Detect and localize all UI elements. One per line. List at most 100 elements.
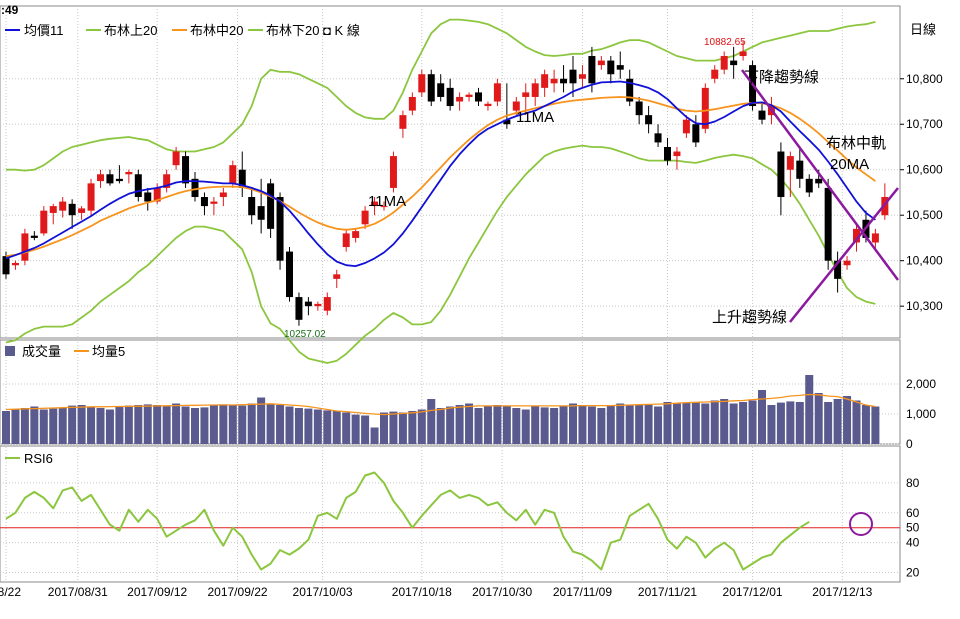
annotation-boll-mid: 布林中軌 — [826, 135, 886, 152]
volume-bar — [587, 406, 596, 444]
timeframe-label: 日線 — [910, 22, 936, 37]
candle-up — [352, 231, 360, 238]
bollinger-mid-line — [5, 96, 876, 257]
bollinger-bands — [5, 18, 876, 364]
volume-bar — [87, 406, 96, 444]
volume-bar — [30, 406, 39, 444]
candle-up — [786, 156, 794, 170]
candle-up — [59, 201, 67, 211]
volume-bar — [625, 405, 634, 444]
candle-up — [578, 74, 586, 79]
candle-up — [408, 96, 416, 111]
annotation-low-price: 10257.02 — [284, 329, 326, 340]
volume-bar — [11, 409, 20, 444]
volume-bar — [635, 404, 644, 444]
candle-up — [49, 206, 57, 213]
volume-bar — [644, 405, 653, 444]
rsi-tick-label: 50 — [906, 521, 920, 535]
volume-bar — [814, 393, 823, 444]
date-tick-label: 2017/10/18 — [392, 585, 452, 599]
volume-bar — [767, 405, 776, 444]
volume-bar — [313, 409, 322, 444]
candle-up — [493, 83, 501, 102]
volume-bar — [833, 399, 842, 444]
candle-up — [97, 174, 104, 182]
candle-up — [11, 262, 19, 266]
candle-up — [219, 192, 227, 198]
candle-down — [730, 60, 738, 66]
candle-down — [815, 178, 823, 184]
rsi6-line — [5, 471, 810, 571]
volume-bar — [247, 403, 256, 444]
candle-up — [739, 51, 747, 57]
candle-up — [87, 183, 95, 211]
candle-up — [682, 119, 690, 134]
rsi-lines — [5, 471, 810, 571]
volume-bar — [351, 414, 360, 444]
candle-up — [512, 101, 520, 111]
candle-up — [389, 156, 397, 188]
candle-up — [541, 74, 549, 88]
volume-bar — [162, 405, 171, 444]
candle-down — [30, 235, 38, 238]
volume-bar — [200, 407, 209, 444]
volume-bar — [748, 400, 757, 444]
candle-down — [692, 124, 700, 143]
candle-down — [286, 251, 293, 298]
bollinger-upper-line — [6, 18, 876, 172]
candle-down — [446, 87, 454, 107]
volume-bar — [758, 390, 766, 444]
volume-bar — [502, 406, 511, 444]
candle-up — [333, 274, 341, 279]
volume-bar — [257, 397, 266, 444]
annotation-ma11-mid: 11MA — [516, 109, 554, 126]
volume-bar — [512, 408, 521, 444]
annotation-ma11-left: 11MA — [368, 193, 406, 210]
volume-bar — [436, 408, 445, 444]
legend-swatch-volume — [5, 346, 15, 356]
volume-bar — [370, 427, 379, 444]
volume-ma5-line — [5, 393, 876, 416]
volume-bar — [219, 404, 228, 444]
volume-bar — [2, 411, 10, 444]
candle-down — [191, 178, 199, 198]
candle-up — [522, 92, 530, 97]
volume-bar — [455, 405, 464, 444]
candle-up — [701, 87, 709, 129]
rsi-tick-label: 20 — [906, 566, 920, 580]
candle-up — [229, 165, 237, 184]
volume-bar — [663, 402, 672, 444]
volume-bar — [361, 415, 370, 444]
candle-down — [805, 178, 813, 193]
candle-down — [654, 133, 662, 143]
price-tick-label: 10,500 — [906, 208, 943, 222]
rsi-highlight-circle — [849, 512, 873, 536]
bollinger-lower-line — [5, 144, 876, 364]
candle-down — [569, 69, 577, 84]
volume-bar — [843, 396, 852, 444]
volume-bar — [172, 403, 181, 444]
candle-up — [210, 201, 218, 204]
volume-bar — [153, 405, 162, 444]
volume-bar — [550, 408, 559, 444]
candle-up — [843, 260, 851, 266]
volume-bar — [672, 403, 681, 444]
candle-down — [200, 197, 208, 207]
annotation-down-trend: 下降趨勢線 — [744, 69, 819, 86]
volume-bar — [776, 402, 785, 444]
candle-down — [2, 256, 10, 275]
candle-down — [834, 260, 842, 279]
volume-bar — [389, 411, 398, 444]
rsi-tick-label: 60 — [906, 506, 920, 520]
candle-up — [172, 151, 180, 166]
volume-bar — [68, 405, 77, 444]
volume-bar — [729, 403, 738, 444]
candle-down — [588, 56, 596, 84]
volume-bar — [323, 410, 332, 444]
date-tick-label: 2017/11/21 — [638, 585, 697, 599]
volume-tick-label: 1,000 — [906, 407, 936, 421]
volume-bar — [238, 405, 247, 444]
candle-down — [304, 301, 312, 307]
date-tick-label: 2017/09/12 — [127, 585, 187, 599]
